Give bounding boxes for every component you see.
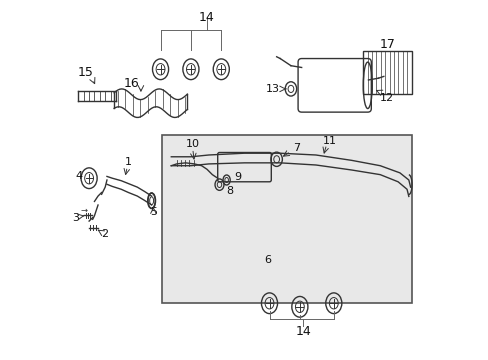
Text: 9: 9 xyxy=(233,172,241,183)
Text: 17: 17 xyxy=(379,38,394,51)
Text: 8: 8 xyxy=(226,186,233,197)
Bar xyxy=(162,135,411,303)
Text: 2: 2 xyxy=(102,229,108,239)
Text: 11: 11 xyxy=(323,136,337,146)
Text: 10: 10 xyxy=(185,139,199,149)
Text: 14: 14 xyxy=(199,11,214,24)
Text: 13: 13 xyxy=(265,84,279,94)
Text: 16: 16 xyxy=(124,77,140,90)
Text: 5: 5 xyxy=(150,207,157,217)
Text: 6: 6 xyxy=(264,255,271,265)
Text: 3: 3 xyxy=(72,212,79,222)
Text: 4: 4 xyxy=(76,171,82,181)
Text: 1: 1 xyxy=(124,157,132,167)
Text: 14: 14 xyxy=(295,325,311,338)
Text: 7: 7 xyxy=(292,143,299,153)
Text: 15: 15 xyxy=(78,66,93,79)
Text: 12: 12 xyxy=(379,93,393,103)
Text: →: → xyxy=(80,206,87,215)
